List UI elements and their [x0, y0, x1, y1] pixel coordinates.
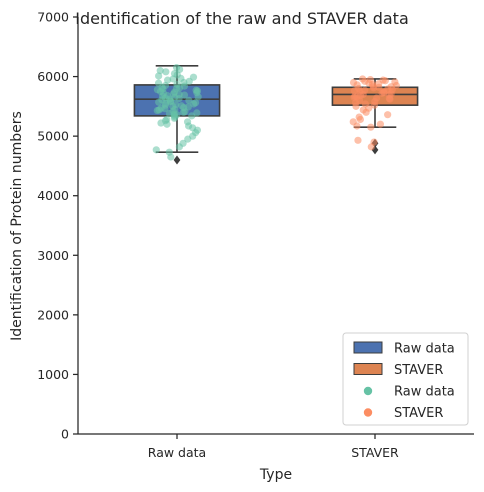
strip-point — [184, 135, 192, 143]
y-tick-label: 2000 — [37, 307, 69, 322]
strip-point — [176, 65, 184, 74]
strip-point — [378, 89, 386, 97]
outlier-marker — [173, 155, 181, 165]
strip-point — [155, 72, 163, 80]
legend-entry: Raw data — [363, 385, 455, 400]
strip-point — [163, 120, 171, 128]
strip-point — [180, 91, 189, 99]
strip-point — [350, 87, 358, 95]
x-tick-label: Raw data — [148, 445, 206, 460]
strip-point — [376, 120, 385, 128]
x-tick-label: STAVER — [351, 445, 399, 460]
strip-point — [175, 143, 183, 151]
strip-point — [188, 112, 196, 120]
legend-swatch — [353, 341, 383, 354]
strip-point — [185, 77, 193, 85]
strip-point — [353, 122, 361, 130]
strip-point — [162, 68, 170, 76]
y-tick-label: 6000 — [37, 69, 69, 84]
strip-point — [367, 123, 375, 131]
strip-point — [152, 146, 160, 154]
strip-point — [354, 136, 362, 144]
strip-point — [367, 143, 375, 151]
strip-point — [167, 153, 175, 161]
legend-marker — [363, 386, 373, 396]
y-tick-label: 1000 — [37, 367, 69, 382]
legend-entry: STAVER — [353, 363, 443, 378]
strip-point — [356, 115, 364, 124]
legend-entry: STAVER — [363, 406, 443, 421]
y-tick-label: 7000 — [37, 10, 69, 25]
x-axis-label: Type — [259, 467, 292, 483]
strip-point — [169, 75, 177, 83]
legend-label: STAVER — [394, 406, 443, 421]
legend-entry: Raw data — [353, 341, 455, 357]
strip-point — [179, 108, 187, 116]
strip-point — [155, 98, 163, 106]
strip-point — [352, 102, 360, 110]
strip-point — [170, 114, 178, 122]
y-tick-label: 4000 — [37, 188, 69, 203]
strip-point — [386, 95, 394, 103]
strip-1 — [349, 75, 400, 151]
strip-point — [190, 100, 198, 108]
strip-point — [362, 108, 370, 116]
strip-point — [153, 106, 161, 115]
strip-point — [161, 105, 169, 113]
strip-point — [370, 84, 378, 92]
y-tick-label: 3000 — [37, 248, 69, 263]
y-tick-label: 0 — [61, 427, 69, 442]
y-tick-label: 5000 — [37, 129, 69, 144]
legend-label: STAVER — [394, 363, 443, 378]
strip-point — [370, 101, 379, 109]
strip-point — [175, 95, 183, 103]
chart-title: Identification of the raw and STAVER dat… — [75, 9, 409, 28]
legend: Raw data STAVER Raw data STAVER — [342, 332, 469, 426]
strip-point — [381, 77, 389, 85]
legend-swatch — [353, 363, 383, 375]
strip-0 — [152, 64, 202, 161]
strip-point — [384, 111, 392, 119]
plot-area: 0 1000 2000 3000 4000 5000 6000 7000 Raw data STA… — [37, 10, 474, 460]
y-axis-label: Identification of Protein numbers — [9, 111, 25, 341]
legend-marker — [363, 408, 373, 417]
strip-point — [157, 119, 165, 127]
legend-label: Raw data — [394, 385, 455, 400]
legend-label: Raw data — [394, 342, 455, 357]
strip-point — [194, 93, 202, 101]
legend-frame — [342, 332, 469, 426]
